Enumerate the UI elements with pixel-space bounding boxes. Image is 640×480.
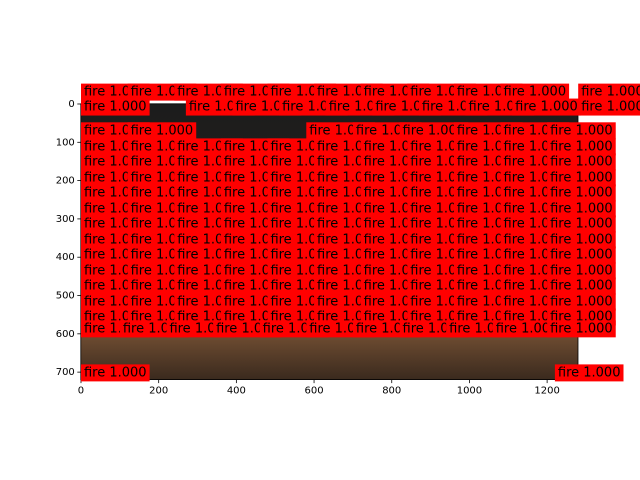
- detection: fire 1.000: [492, 320, 562, 338]
- x-tick-label: 0: [78, 386, 84, 397]
- label-text: fire 1.000: [496, 321, 559, 336]
- detection: fire 1.000: [547, 153, 616, 171]
- detection: fire 1.000: [547, 293, 616, 311]
- y-tick-label: 200: [56, 176, 75, 187]
- detection: fire 1.000: [554, 364, 624, 382]
- label-box: [547, 169, 616, 187]
- x-tick-label: 400: [227, 386, 246, 397]
- label-text: fire 1.000: [84, 100, 147, 115]
- label-text: fire 1.000: [550, 185, 613, 200]
- detection: fire 1.000: [547, 169, 616, 187]
- label-box: [578, 83, 640, 101]
- label-box: [512, 98, 581, 116]
- x-tick-label: 600: [305, 386, 324, 397]
- label-box: [578, 98, 640, 116]
- detection: fire 1.000: [399, 122, 469, 140]
- detection: fire 1.000: [547, 320, 616, 338]
- x-tick-label: 1200: [534, 386, 559, 397]
- label-text: fire 1.000: [581, 100, 640, 115]
- label-box: [80, 364, 150, 382]
- label-text: fire 1.000: [550, 232, 613, 247]
- label-box: [547, 215, 616, 233]
- label-box: [547, 320, 616, 338]
- label-text: fire 1.000: [84, 365, 147, 380]
- label-box: [547, 184, 616, 202]
- detection: fire 1.000: [500, 83, 570, 101]
- detection: fire 1.000: [547, 277, 616, 295]
- x-tick-label: 200: [149, 386, 168, 397]
- label-box: [127, 122, 197, 140]
- label-box: [547, 262, 616, 280]
- label-text: fire 1.000: [558, 365, 621, 380]
- detection: fire 1.000: [547, 246, 616, 264]
- y-tick-label: 500: [56, 291, 75, 302]
- detection: fire 1.000: [547, 231, 616, 249]
- label-text: fire 1.000: [550, 264, 613, 279]
- label-text: fire 1.000: [550, 295, 613, 310]
- label-text: fire 1.000: [550, 247, 613, 262]
- label-text: fire 1.000: [131, 123, 194, 138]
- label-box: [80, 98, 150, 116]
- label-box: [547, 293, 616, 311]
- label-box: [547, 231, 616, 249]
- detection: fire 1.000: [127, 122, 197, 140]
- label-text: fire 1.000: [550, 170, 613, 185]
- detection: fire 1.000: [578, 98, 640, 116]
- label-text: fire 1.000: [581, 85, 640, 100]
- detection: fire 1.000: [547, 262, 616, 280]
- y-tick-label: 100: [56, 137, 75, 148]
- detection: fire 1.000: [547, 122, 616, 140]
- label-box: [554, 364, 624, 382]
- label-box: [547, 200, 616, 218]
- detection: fire 1.000: [547, 138, 616, 156]
- label-box: [547, 122, 616, 140]
- detection: fire 1.000: [547, 184, 616, 202]
- label-text: fire 1.000: [550, 154, 613, 169]
- detection: fire 1.000: [80, 98, 150, 116]
- y-tick-label: 600: [56, 329, 75, 340]
- x-tick-label: 1000: [457, 386, 482, 397]
- label-box: [500, 83, 570, 101]
- y-tick-label: 400: [56, 252, 75, 263]
- label-text: fire 1.000: [550, 139, 613, 154]
- label-box: [547, 277, 616, 295]
- label-box: [547, 153, 616, 171]
- y-tick-label: 300: [56, 214, 75, 225]
- label-text: fire 1.000: [550, 278, 613, 293]
- y-tick-label: 700: [56, 367, 75, 378]
- detection: fire 1.000: [80, 364, 150, 382]
- detection: fire 1.000: [578, 83, 640, 101]
- plot: 0 200 400 600 800 1000 1200 0 100 200 300 400 500 600…: [56, 83, 640, 397]
- label-box: [547, 138, 616, 156]
- label-text: fire 1.000: [504, 85, 567, 100]
- label-text: fire 1.000: [550, 321, 613, 336]
- label-text: fire 1.000: [550, 123, 613, 138]
- label-text: fire 1.000: [550, 201, 613, 216]
- label-text: fire 1.000: [403, 123, 466, 138]
- label-box: [399, 122, 469, 140]
- detection: fire 1.000: [512, 98, 581, 116]
- label-text: fire 1.000: [550, 216, 613, 231]
- y-tick-label: 0: [68, 99, 74, 110]
- x-tick-label: 800: [382, 386, 401, 397]
- label-text: fire 1.000: [515, 100, 578, 115]
- label-box: [547, 246, 616, 264]
- detection: fire 1.000: [547, 200, 616, 218]
- label-box: [492, 320, 562, 338]
- detection: fire 1.000: [547, 215, 616, 233]
